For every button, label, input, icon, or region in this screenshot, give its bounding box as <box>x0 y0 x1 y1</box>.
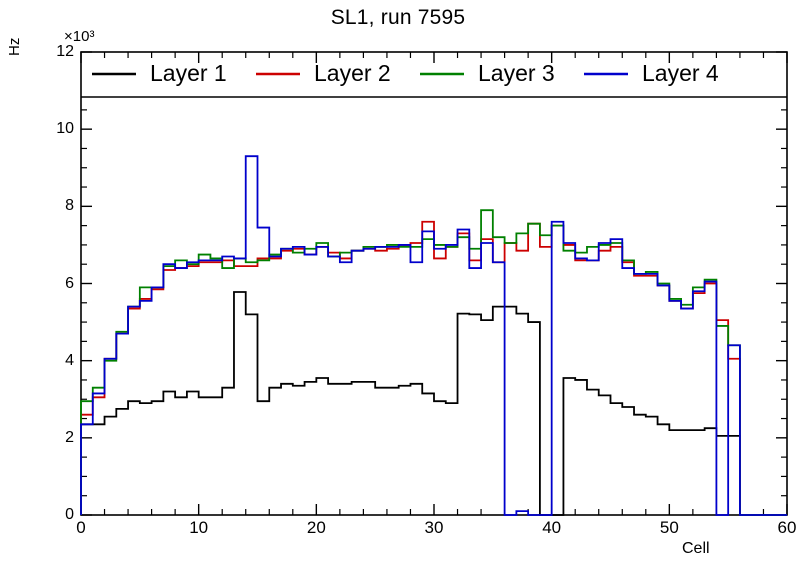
chart-title: SL1, run 7595 <box>330 6 466 29</box>
x-tick-label: 30 <box>424 518 444 537</box>
y-tick-label: 10 <box>56 120 74 138</box>
y-tick-label: 8 <box>65 197 74 215</box>
data-series-group <box>80 155 787 516</box>
legend-label-layer-4: Layer 4 <box>642 60 719 86</box>
x-axis-label: Cell <box>682 540 710 557</box>
legend-label-layer-3: Layer 3 <box>478 60 555 86</box>
legend-label-layer-1: Layer 1 <box>150 60 227 86</box>
legend-label-layer-2: Layer 2 <box>314 60 391 86</box>
y-tick-label: 12 <box>56 43 74 60</box>
axis-ticks <box>80 51 788 516</box>
x-tick-label: 20 <box>306 518 326 537</box>
x-tick-label: 40 <box>542 518 562 537</box>
y-tick-label: 4 <box>65 351 74 369</box>
y-tick-label: 0 <box>65 506 74 523</box>
series-line-layer-1 <box>80 291 787 516</box>
plot-frame <box>80 51 788 516</box>
y-axis-tick-labels: 0 2 4 6 8 10 12 <box>34 0 74 572</box>
x-tick-label: 10 <box>189 518 209 537</box>
y-tick-label: 6 <box>65 274 74 292</box>
y-tick-label: 2 <box>65 428 74 446</box>
x-tick-label: 50 <box>659 518 679 537</box>
x-tick-label: 60 <box>777 518 796 537</box>
x-tick-label: 0 <box>76 518 86 537</box>
series-line-layer-4 <box>80 155 787 516</box>
plot-frame-rect <box>80 51 788 516</box>
y-axis-exponent: ×10³ <box>64 28 95 45</box>
